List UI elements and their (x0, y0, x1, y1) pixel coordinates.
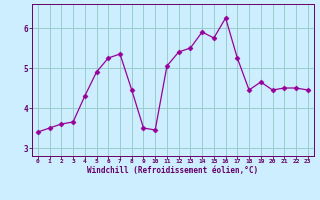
X-axis label: Windchill (Refroidissement éolien,°C): Windchill (Refroidissement éolien,°C) (87, 166, 258, 175)
